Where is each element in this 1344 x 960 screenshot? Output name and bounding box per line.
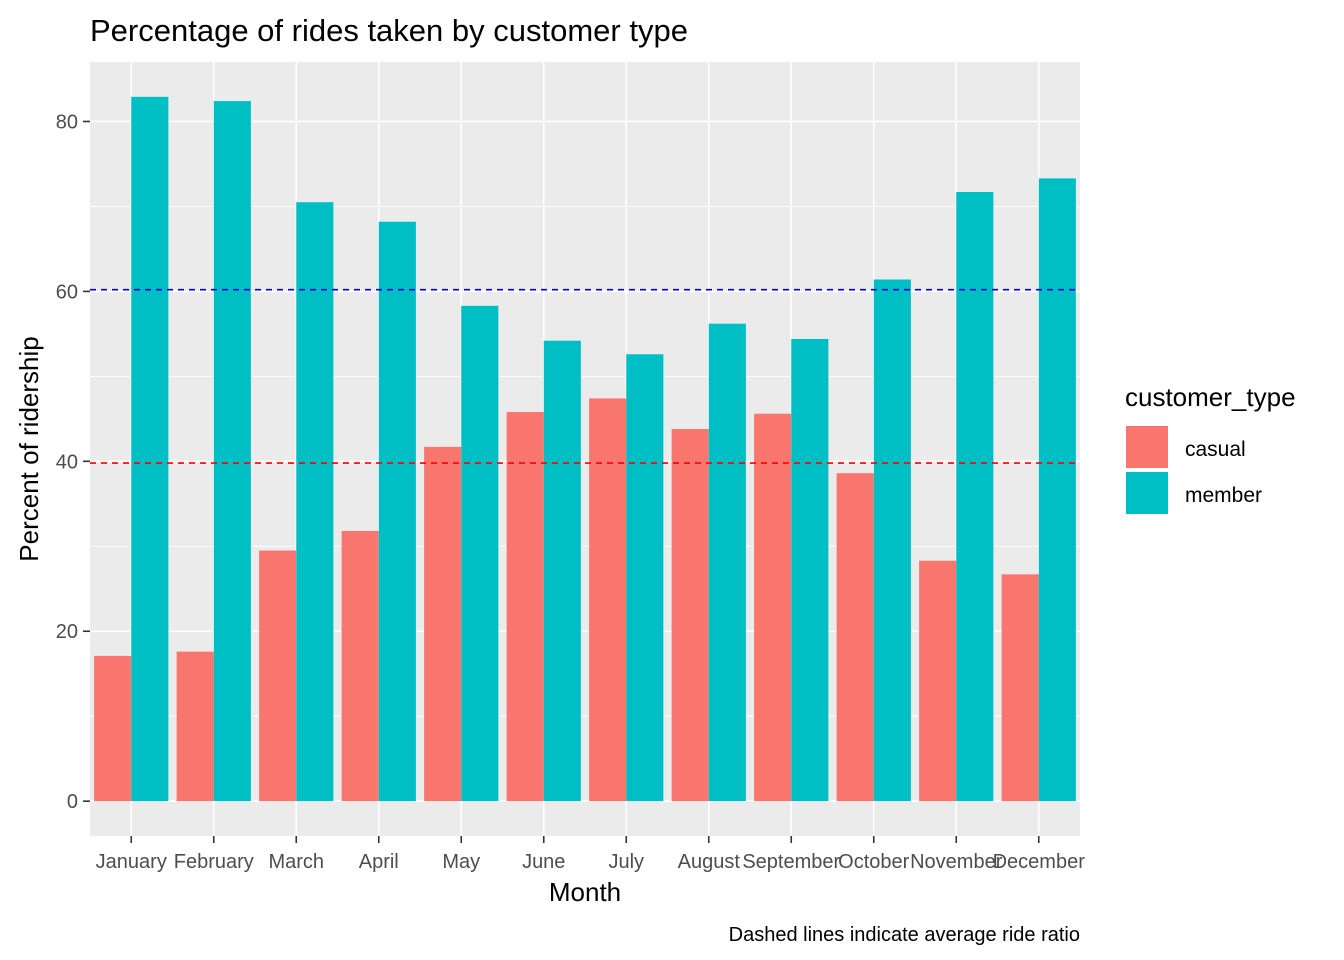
bar-casual-august: [671, 429, 709, 802]
bars: [94, 96, 1076, 802]
y-tick-label: 80: [56, 111, 78, 133]
bar-casual-april: [341, 530, 379, 802]
legend-label-member: member: [1185, 484, 1262, 507]
bar-member-october: [873, 279, 911, 802]
bar-casual-june: [506, 412, 544, 802]
bar-casual-october: [836, 473, 874, 802]
x-axis-title: Month: [549, 877, 621, 907]
bar-casual-january: [94, 655, 132, 802]
bar-member-april: [378, 221, 416, 802]
bar-casual-september: [754, 413, 792, 802]
x-tick-label-june: June: [522, 851, 565, 873]
x-tick-label-november: November: [910, 851, 1003, 873]
bar-casual-july: [589, 398, 627, 802]
x-tick-label-march: March: [268, 851, 324, 873]
legend-key-casual: [1126, 426, 1168, 468]
bar-member-august: [708, 323, 746, 802]
caption: Dashed lines indicate average ride ratio: [729, 924, 1080, 946]
bar-member-february: [213, 101, 251, 802]
bar-member-december: [1038, 178, 1076, 802]
bar-member-june: [543, 340, 581, 802]
y-axis: 0 20 40 60 80: [56, 111, 90, 813]
bar-member-january: [131, 96, 169, 802]
bar-member-march: [296, 202, 334, 802]
x-tick-label-february: February: [174, 851, 254, 873]
y-axis-title: Percent of ridership: [14, 336, 44, 561]
x-tick-label-july: July: [608, 851, 644, 873]
bar-member-november: [956, 191, 994, 802]
bar-member-july: [626, 354, 664, 802]
bar-casual-february: [176, 651, 214, 802]
bar-member-may: [461, 305, 499, 802]
bar-member-september: [791, 338, 829, 802]
x-tick-label-may: May: [442, 851, 480, 873]
legend: customer_type casual member: [1125, 382, 1296, 514]
x-tick-label-october: October: [838, 851, 909, 873]
y-tick-label: 60: [56, 281, 78, 303]
x-tick-label-december: December: [993, 851, 1086, 873]
plot-panel: [90, 62, 1080, 836]
bar-casual-november: [919, 560, 957, 802]
x-tick-label-august: August: [678, 851, 741, 873]
chart-title: Percentage of rides taken by customer ty…: [90, 13, 688, 48]
x-tick-label-september: September: [742, 851, 840, 873]
x-tick-label-january: January: [96, 851, 167, 873]
x-axis: January February March April May June July Augu…: [96, 836, 1086, 873]
legend-label-casual: casual: [1185, 438, 1246, 461]
x-tick-label-april: April: [359, 851, 399, 873]
y-tick-label: 0: [67, 791, 78, 813]
legend-key-member: [1126, 472, 1168, 514]
bar-casual-december: [1001, 574, 1039, 802]
legend-title: customer_type: [1125, 382, 1296, 412]
bar-casual-may: [424, 446, 462, 802]
reference-lines: [90, 288, 1080, 464]
y-tick-label: 40: [56, 451, 78, 473]
y-tick-label: 20: [56, 621, 78, 643]
bar-casual-march: [259, 550, 297, 802]
